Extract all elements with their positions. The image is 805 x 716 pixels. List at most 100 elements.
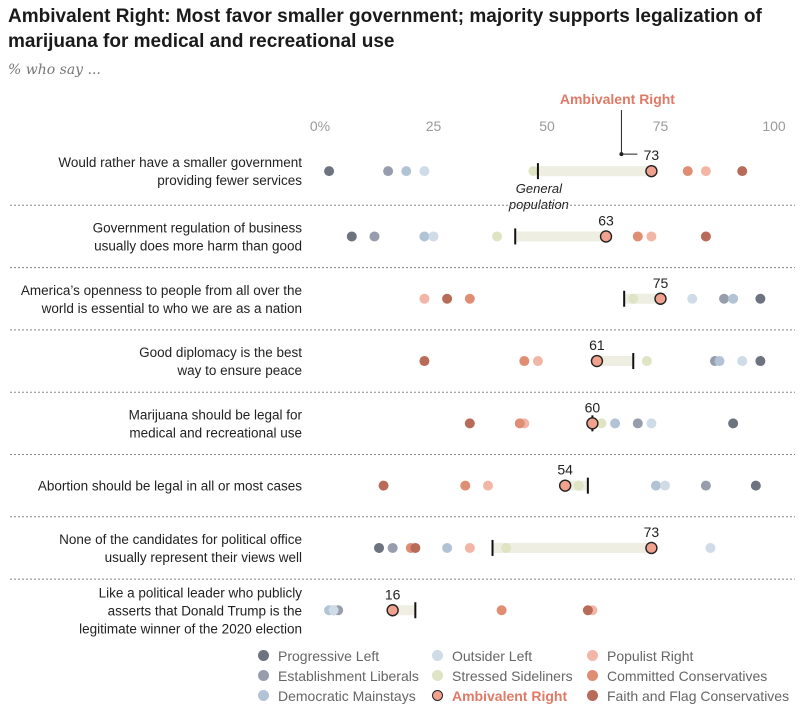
- dot-outsider-left: [419, 166, 430, 177]
- dot-stressed-sideliners: [628, 293, 639, 304]
- x-tick-label: 75: [653, 118, 669, 134]
- question-label: way to ensure peace: [176, 363, 302, 378]
- dot-committed-conservatives: [464, 293, 475, 304]
- dot-outsider-left: [428, 231, 439, 242]
- general-population-bar: [515, 231, 607, 242]
- question-label: Like a political leader who publicly: [99, 585, 303, 600]
- dot-ambivalent-right: [386, 604, 399, 617]
- dot-outsider-left: [737, 356, 748, 367]
- dot-stressed-sideliners: [528, 166, 539, 177]
- legend-swatch: [432, 690, 443, 701]
- dot-stressed-sideliners: [641, 356, 652, 367]
- legend-label: Democratic Mainstays: [278, 687, 416, 704]
- dot-progressive-left: [755, 293, 766, 304]
- dot-faith-and-flag-conservatives: [737, 166, 748, 177]
- dot-stressed-sideliners: [501, 542, 512, 553]
- question-label: Abortion should be legal in all or most …: [38, 479, 302, 494]
- dot-outsider-left: [705, 542, 716, 553]
- x-tick-label: 50: [539, 118, 555, 134]
- legend-item-progressive-left: Progressive Left: [258, 646, 432, 665]
- ambivalent-right-value-label: 73: [644, 147, 660, 163]
- dot-progressive-left: [750, 480, 761, 491]
- legend-label: Populist Right: [607, 647, 694, 664]
- dot-outsider-left: [328, 605, 339, 616]
- question-label: usually does more harm than good: [94, 238, 302, 253]
- question-label: Government regulation of business: [93, 220, 303, 235]
- dot-ambivalent-right: [654, 292, 667, 305]
- general-population-bar: [624, 293, 661, 304]
- ambivalent-right-value-label: 75: [653, 275, 669, 291]
- dot-committed-conservatives: [496, 605, 507, 616]
- general-population-bar: [492, 542, 652, 553]
- dot-faith-and-flag-conservatives: [464, 418, 475, 429]
- dot-stressed-sideliners: [492, 231, 503, 242]
- legend-swatch: [258, 650, 269, 661]
- dot-progressive-left: [324, 166, 335, 177]
- legend-item-populist-right: Populist Right: [587, 646, 797, 665]
- ambivalent-right-pointer-dot: [619, 152, 624, 157]
- dot-committed-conservatives: [682, 166, 693, 177]
- dot-progressive-left: [346, 231, 357, 242]
- legend-swatch: [432, 670, 443, 681]
- ambivalent-right-value-label: 54: [557, 462, 573, 478]
- question-label: Good diplomacy is the best: [139, 345, 302, 360]
- dot-democratic-mainstays: [714, 356, 725, 367]
- question-label: world is essential to who we are as a na…: [41, 301, 302, 316]
- general-population-bar: [537, 166, 652, 177]
- general-population-label: General: [516, 181, 563, 196]
- question-label: Would rather have a smaller government: [58, 155, 302, 170]
- x-tick-label: 0%: [310, 118, 330, 134]
- dot-progressive-left: [755, 356, 766, 367]
- legend-label: Outsider Left: [452, 647, 533, 664]
- dot-ambivalent-right: [558, 479, 572, 492]
- dot-populist-right: [482, 480, 493, 491]
- question-label: Marijuana should be legal for: [129, 407, 303, 422]
- dot-faith-and-flag-conservatives: [410, 542, 421, 553]
- dot-establishment-liberals: [383, 166, 394, 177]
- legend-item-ambivalent-right: Ambivalent Right: [432, 686, 587, 705]
- dot-democratic-mainstays: [728, 293, 739, 304]
- ambivalent-right-value-label: 73: [644, 524, 660, 540]
- general-population-bar: [392, 605, 416, 616]
- dot-committed-conservatives: [514, 418, 525, 429]
- dot-faith-and-flag-conservatives: [419, 356, 430, 367]
- dot-populist-right: [532, 356, 543, 367]
- dot-outsider-left: [687, 293, 698, 304]
- general-population-bar: [596, 356, 634, 367]
- ambivalent-right-value-label: 60: [585, 399, 601, 415]
- dot-establishment-liberals: [719, 293, 730, 304]
- ambivalent-right-value-label: 61: [589, 337, 605, 353]
- dot-ambivalent-right: [599, 230, 613, 243]
- question-label: providing fewer services: [157, 173, 302, 188]
- dot-populist-right: [700, 166, 711, 177]
- legend-item-committed-conservatives: Committed Conservatives: [587, 666, 797, 685]
- general-population-label: population: [508, 197, 569, 212]
- dot-ambivalent-right: [590, 354, 604, 368]
- x-tick-label: 100: [762, 118, 786, 134]
- legend-item-establishment-liberals: Establishment Liberals: [258, 666, 432, 685]
- legend-label: Establishment Liberals: [278, 667, 419, 684]
- question-label: None of the candidates for political off…: [59, 532, 302, 547]
- dot-democratic-mainstays: [650, 480, 661, 491]
- legend-swatch: [587, 690, 598, 701]
- dot-faith-and-flag-conservatives: [582, 605, 593, 616]
- legend-label: Committed Conservatives: [607, 667, 768, 684]
- question-label: America’s openness to people from all ov…: [21, 283, 302, 298]
- dot-committed-conservatives: [632, 231, 643, 242]
- legend-swatch: [587, 670, 598, 681]
- dot-democratic-mainstays: [401, 166, 412, 177]
- dot-faith-and-flag-conservatives: [378, 480, 389, 491]
- dot-progressive-left: [374, 542, 385, 553]
- question-label: legitimate winner of the 2020 election: [79, 621, 302, 636]
- ambivalent-right-header: Ambivalent Right: [560, 91, 675, 107]
- legend-label: Ambivalent Right: [452, 687, 568, 704]
- dot-ambivalent-right: [645, 164, 658, 178]
- dot-democratic-mainstays: [610, 418, 621, 429]
- dot-establishment-liberals: [369, 231, 380, 242]
- legend-swatch: [258, 670, 269, 681]
- dot-committed-conservatives: [460, 480, 471, 491]
- dot-establishment-liberals: [632, 418, 643, 429]
- dot-progressive-left: [728, 418, 739, 429]
- legend-item-democratic-mainstays: Democratic Mainstays: [258, 686, 432, 705]
